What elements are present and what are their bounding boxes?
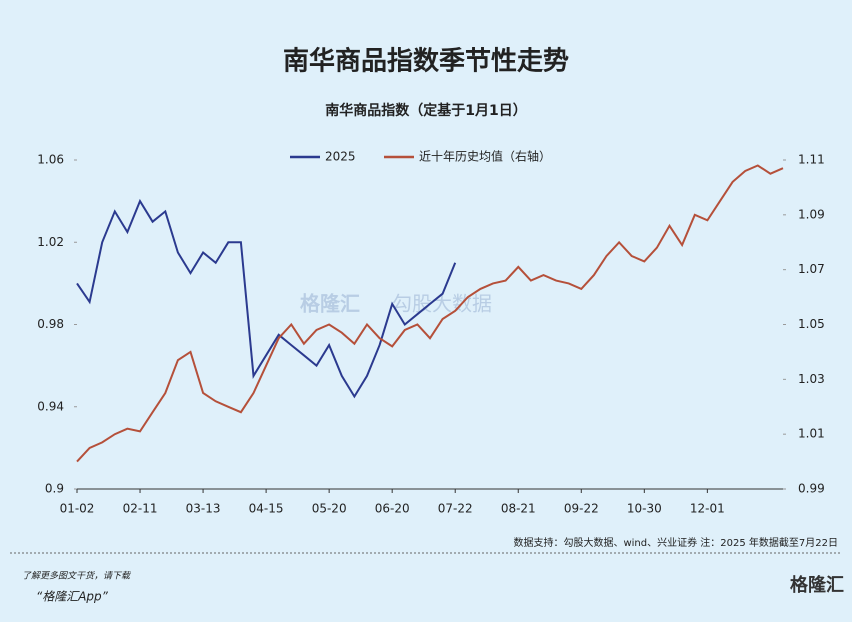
series-line: [76, 164, 784, 463]
y-tick-label: 0.9: [45, 482, 64, 496]
source-note: 数据支持：勾股大数据、wind、兴业证券 注：2025 年数据截至7月22日: [513, 536, 838, 549]
x-tick-label: 01-02: [60, 502, 95, 516]
legend-label: 2025: [325, 150, 356, 164]
x-tick-label: 10-30: [627, 502, 662, 516]
logo: 格隆汇: [790, 574, 844, 596]
chart-subtitle: 南华商品指数（定基于1月1日）: [325, 102, 526, 119]
y-tick-label: 1.02: [37, 235, 64, 249]
legend-label: 近十年历史均值（右轴）: [419, 149, 551, 164]
y2-tick-label: 1.03: [798, 372, 825, 386]
x-tick-label: 02-11: [123, 502, 158, 516]
y2-tick-label: 1.11: [798, 153, 825, 167]
x-tick-label: 04-15: [249, 502, 284, 516]
y-tick-label: 0.94: [37, 399, 64, 413]
y2-tick-label: 1.05: [798, 317, 825, 331]
x-tick-label: 09-22: [564, 502, 599, 516]
chart-title: 南华商品指数季节性走势: [283, 46, 569, 77]
footer-app: “格隆汇App”: [36, 590, 109, 604]
y2-tick-label: 0.99: [798, 482, 825, 496]
x-tick-label: 06-20: [375, 502, 410, 516]
x-tick-label: 05-20: [312, 502, 347, 516]
watermark: 勾股大数据: [392, 292, 492, 316]
x-tick-label: 07-22: [438, 502, 473, 516]
y-tick-label: 1.06: [37, 153, 64, 167]
y2-tick-label: 1.01: [798, 427, 825, 441]
y2-tick-label: 1.09: [798, 207, 825, 221]
x-tick-label: 12-01: [690, 502, 725, 516]
series-line: [76, 198, 457, 399]
footer-prompt: 了解更多图文干货，请下载: [22, 571, 131, 582]
x-tick-label: 03-13: [186, 502, 221, 516]
watermark: 格隆汇: [300, 292, 360, 316]
x-tick-label: 08-21: [501, 502, 536, 516]
y2-tick-label: 1.07: [798, 262, 825, 276]
y-tick-label: 0.98: [37, 317, 64, 331]
